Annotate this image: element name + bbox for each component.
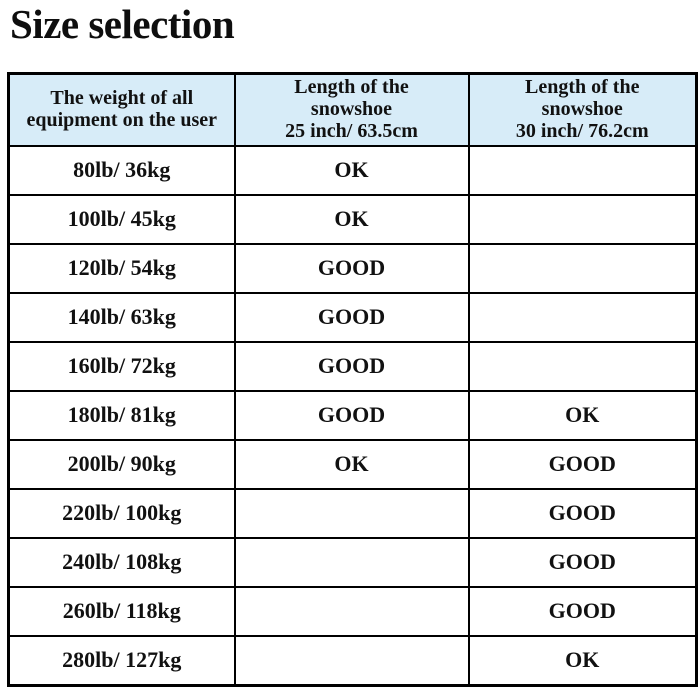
table-row: 180lb/ 81kg GOOD OK	[7, 389, 698, 441]
size-25-cell: GOOD	[233, 389, 470, 441]
size-25-cell: GOOD	[233, 340, 470, 392]
size-30-cell: OK	[467, 634, 698, 687]
page-title: Size selection	[10, 1, 235, 47]
table-row: 160lb/ 72kg GOOD	[7, 340, 698, 392]
size-selection-table: The weight of all equipment on the user …	[7, 72, 698, 687]
table-row: 80lb/ 36kg OK	[7, 144, 698, 196]
weight-cell: 80lb/ 36kg	[7, 144, 236, 196]
size-30-cell	[467, 340, 698, 392]
size-30-cell: GOOD	[467, 487, 698, 539]
size-25-cell: GOOD	[233, 242, 470, 294]
weight-cell: 200lb/ 90kg	[7, 438, 236, 490]
weight-cell: 280lb/ 127kg	[7, 634, 236, 687]
size-25-cell: OK	[233, 438, 470, 490]
table-row: 120lb/ 54kg GOOD	[7, 242, 698, 294]
table-row: 220lb/ 100kg GOOD	[7, 487, 698, 539]
size-30-cell: GOOD	[467, 536, 698, 588]
size-30-cell: GOOD	[467, 438, 698, 490]
size-25-cell: OK	[233, 193, 470, 245]
weight-cell: 120lb/ 54kg	[7, 242, 236, 294]
col-header-snowshoe-25: Length of the snowshoe 25 inch/ 63.5cm	[233, 72, 470, 147]
size-25-cell	[233, 487, 470, 539]
weight-cell: 220lb/ 100kg	[7, 487, 236, 539]
weight-cell: 140lb/ 63kg	[7, 291, 236, 343]
table-row: 260lb/ 118kg GOOD	[7, 585, 698, 637]
size-30-cell	[467, 193, 698, 245]
table-row: 100lb/ 45kg OK	[7, 193, 698, 245]
weight-cell: 160lb/ 72kg	[7, 340, 236, 392]
col-header-snowshoe-30: Length of the snowshoe 30 inch/ 76.2cm	[467, 72, 698, 147]
weight-cell: 240lb/ 108kg	[7, 536, 236, 588]
table-row: 200lb/ 90kg OK GOOD	[7, 438, 698, 490]
size-30-cell	[467, 144, 698, 196]
table-row: 280lb/ 127kg OK	[7, 634, 698, 687]
size-25-cell	[233, 585, 470, 637]
table-row: 140lb/ 63kg GOOD	[7, 291, 698, 343]
size-25-cell: GOOD	[233, 291, 470, 343]
size-25-cell	[233, 634, 470, 687]
weight-cell: 100lb/ 45kg	[7, 193, 236, 245]
col-header-weight: The weight of all equipment on the user	[7, 72, 236, 147]
size-25-cell	[233, 536, 470, 588]
size-30-cell: GOOD	[467, 585, 698, 637]
weight-cell: 260lb/ 118kg	[7, 585, 236, 637]
size-30-cell: OK	[467, 389, 698, 441]
header-row: The weight of all equipment on the user …	[7, 72, 698, 147]
size-30-cell	[467, 242, 698, 294]
table-row: 240lb/ 108kg GOOD	[7, 536, 698, 588]
weight-cell: 180lb/ 81kg	[7, 389, 236, 441]
size-30-cell	[467, 291, 698, 343]
size-25-cell: OK	[233, 144, 470, 196]
